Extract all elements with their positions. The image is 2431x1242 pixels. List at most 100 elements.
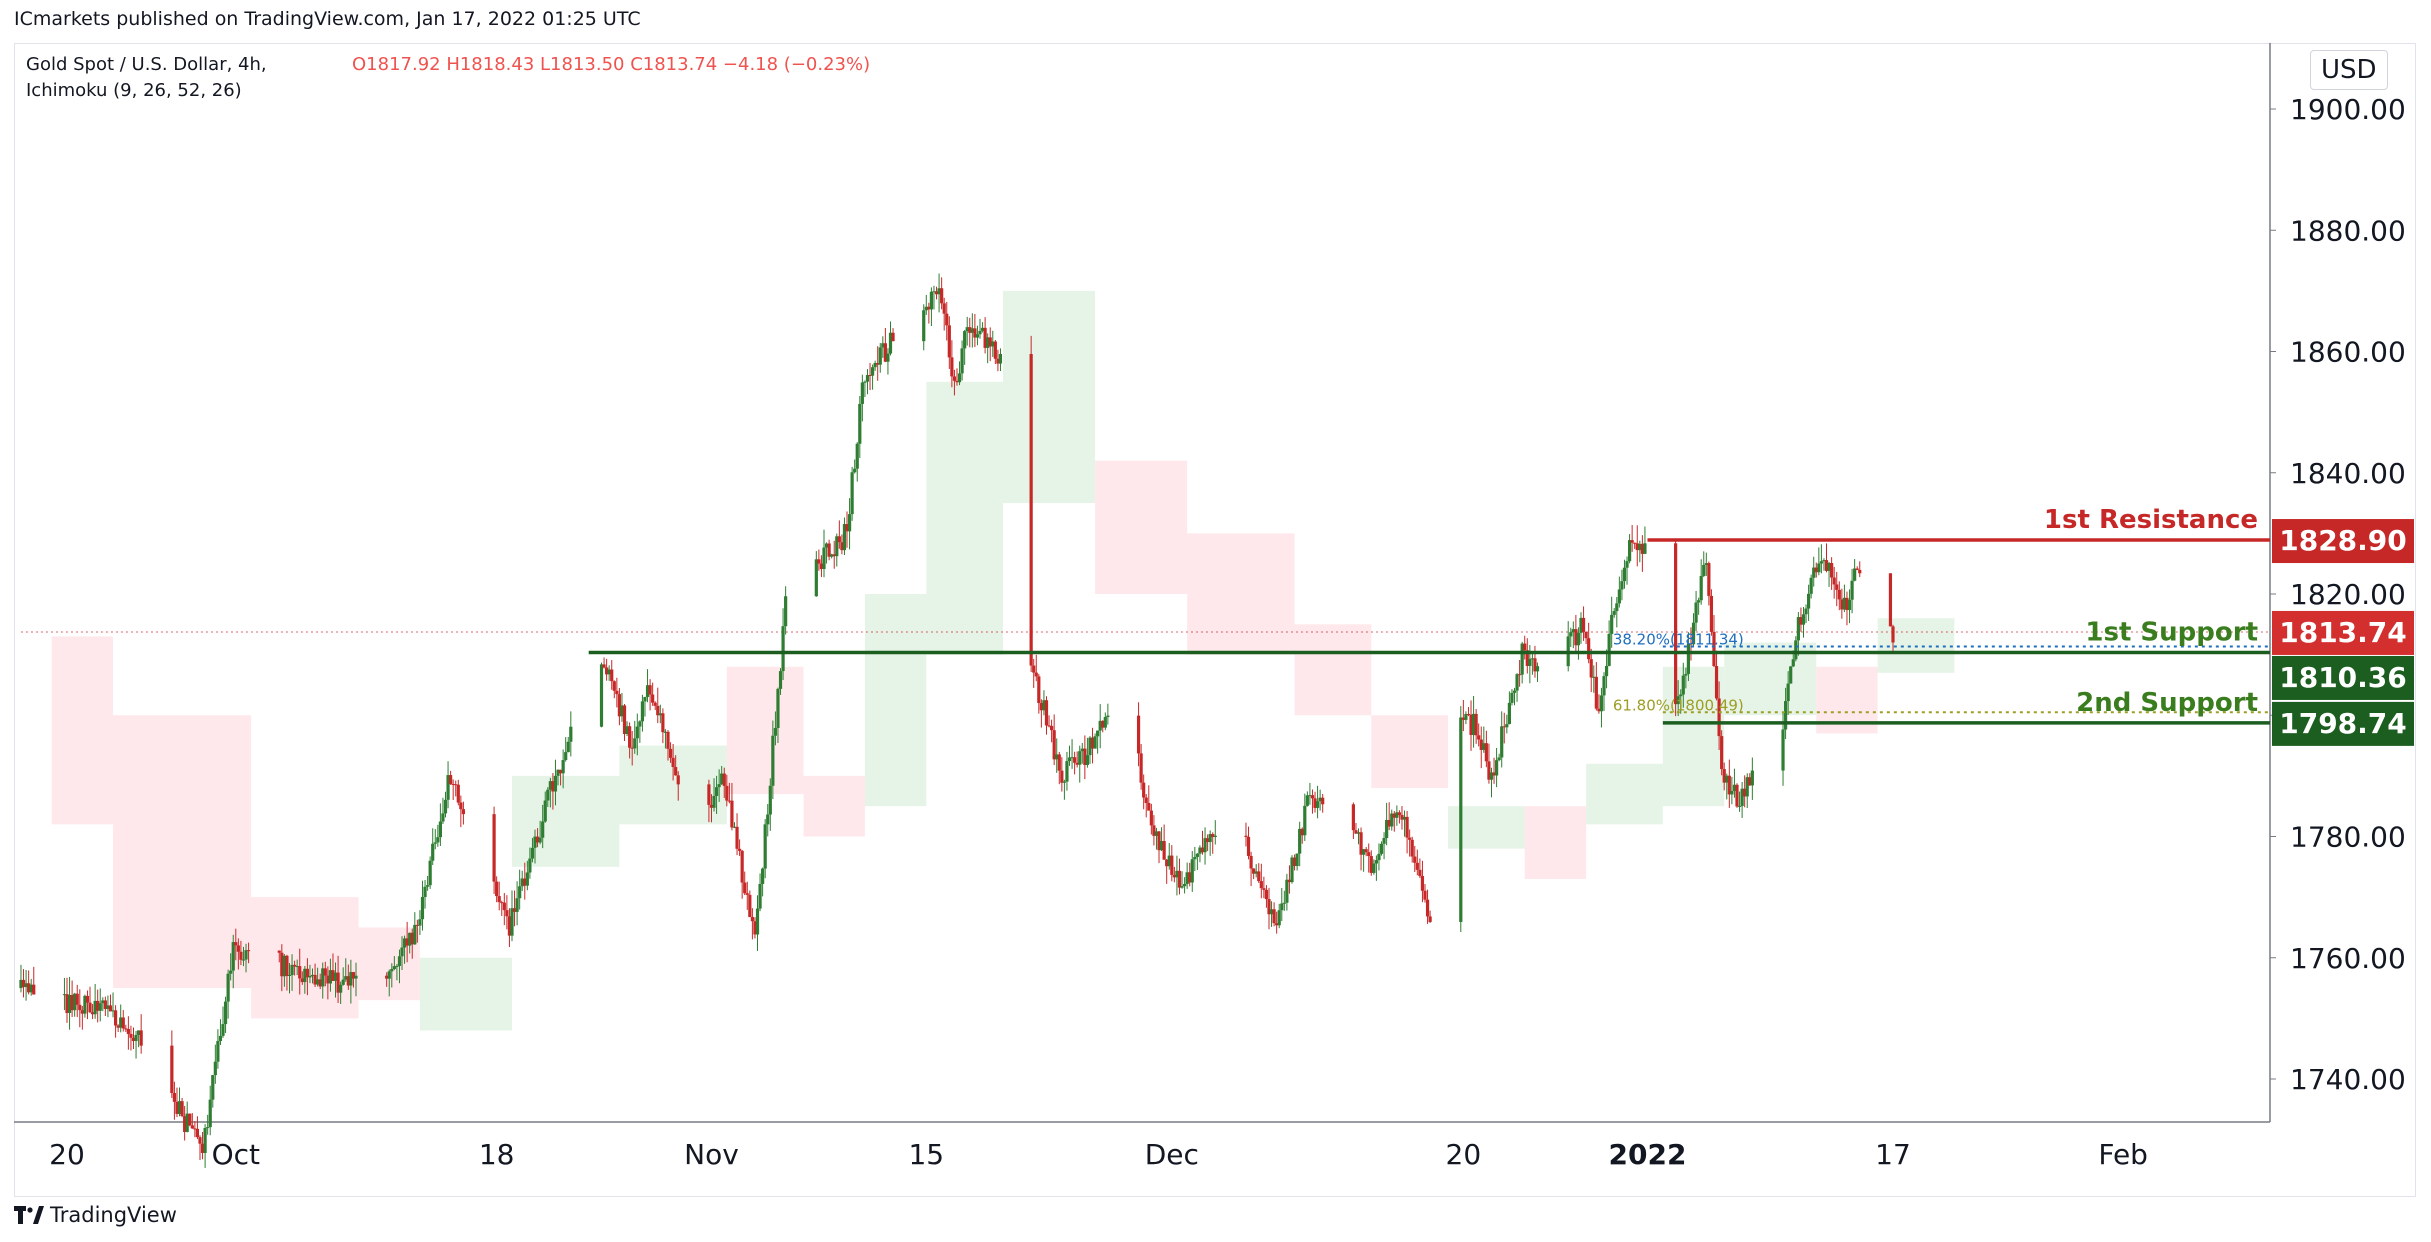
- resistance-price-badge: 1828.90: [2272, 519, 2414, 564]
- candle-391: [1385, 802, 1389, 846]
- candle-288: [1037, 673, 1041, 714]
- candle-386: [1372, 859, 1376, 875]
- candle-23: [106, 995, 110, 1018]
- candle-45: [190, 1113, 194, 1129]
- fibonacci-layer: 38.20%(1811.34) 61.80%(1800.49): [1613, 631, 2270, 714]
- candle-485: [1709, 589, 1714, 636]
- tradingview-logo-icon: [14, 1206, 44, 1224]
- cloud-segment-7: [726, 666, 804, 795]
- candle-200: [727, 782, 731, 804]
- candle-329: [1170, 845, 1174, 882]
- candle-52: [208, 1085, 212, 1136]
- candle-19: [96, 989, 100, 1023]
- candle-252: [888, 321, 893, 356]
- candle-532: [1858, 561, 1862, 578]
- brand-name: TradingView: [50, 1203, 177, 1227]
- level-name-0: 1st Resistance: [2044, 505, 2258, 535]
- candle-500: [1748, 773, 1752, 786]
- candle-196: [717, 769, 721, 802]
- candle-301: [1070, 739, 1074, 769]
- candle-217: [771, 720, 775, 800]
- candle-132: [497, 881, 501, 911]
- candle-350: [1252, 868, 1256, 880]
- candle-315: [1106, 703, 1110, 725]
- candle-516: [1817, 547, 1821, 576]
- candle-148: [538, 820, 542, 845]
- candle-333: [1180, 871, 1184, 889]
- candle-264: [947, 316, 951, 369]
- candle-517: [1819, 544, 1823, 574]
- candle-405: [1420, 860, 1425, 903]
- candle-316: [1136, 702, 1141, 767]
- candle-160: [569, 711, 573, 757]
- candle-488: [1717, 681, 1721, 751]
- candle-515: [1814, 562, 1818, 578]
- candle-146: [533, 829, 537, 864]
- candle-469: [1640, 535, 1644, 572]
- candle-468: [1638, 540, 1642, 563]
- candle-473: [1679, 689, 1683, 714]
- candle-300: [1067, 745, 1072, 766]
- candle-423: [1494, 747, 1499, 788]
- legend-indicator[interactable]: Ichimoku (9, 26, 52, 26): [26, 80, 242, 101]
- candle-395: [1395, 805, 1399, 826]
- candle-347: [1244, 822, 1248, 847]
- candle-446: [1581, 606, 1586, 641]
- candle-484: [1707, 561, 1711, 606]
- candle-20: [98, 988, 102, 1022]
- candle-277: [980, 322, 985, 333]
- cloud-segment-14: [1294, 624, 1372, 716]
- candle-166: [612, 680, 616, 699]
- candle-42: [183, 1106, 187, 1141]
- candle-193: [709, 794, 714, 823]
- candle-95: [346, 964, 350, 990]
- x-tick-label-1: Oct: [212, 1138, 260, 1171]
- candle-458: [1612, 608, 1616, 618]
- candle-467: [1635, 525, 1639, 567]
- candle-372: [1308, 782, 1312, 805]
- candle-35: [137, 1030, 141, 1048]
- candle-112: [418, 910, 422, 935]
- candle-75: [295, 959, 299, 976]
- candle-525: [1840, 588, 1844, 619]
- candle-125: [451, 779, 455, 800]
- candle-229: [830, 553, 834, 559]
- currency-selector[interactable]: USD: [2310, 50, 2388, 90]
- candle-361: [1280, 887, 1284, 922]
- candle-51: [206, 1114, 210, 1135]
- legend-ohlc: O1817.92 H1818.43 L1813.50 C1813.74 −4.1…: [352, 54, 871, 75]
- candle-477: [1689, 627, 1693, 661]
- candle-149: [541, 804, 545, 849]
- candle-240: [858, 395, 862, 459]
- candle-96: [349, 959, 353, 1004]
- candle-195: [714, 775, 719, 814]
- candle-87: [326, 966, 330, 1000]
- candle-127: [456, 779, 460, 806]
- level-name-1: 1st Support: [2085, 617, 2258, 647]
- candle-322: [1152, 815, 1156, 846]
- tradingview-brand[interactable]: TradingView: [14, 1203, 177, 1227]
- candle-418: [1482, 726, 1486, 753]
- candle-118: [433, 829, 437, 850]
- candle-531: [1855, 566, 1859, 571]
- y-tick-label-5: 1840.00: [2290, 457, 2406, 490]
- candle-138: [512, 890, 517, 927]
- chart-frame[interactable]: [14, 43, 2416, 1197]
- candle-327: [1165, 858, 1169, 884]
- candle-454: [1602, 672, 1606, 712]
- candle-99: [385, 972, 389, 987]
- candle-503: [1783, 687, 1788, 740]
- candle-389: [1379, 841, 1384, 856]
- candle-420: [1487, 743, 1491, 784]
- candle-492: [1727, 759, 1731, 808]
- candle-1: [21, 969, 26, 998]
- candle-417: [1479, 726, 1483, 769]
- cloud-segment-5: [511, 775, 620, 867]
- candle-392: [1387, 802, 1391, 831]
- candle-59: [226, 969, 230, 1019]
- candle-7: [65, 977, 69, 1023]
- candle-422: [1492, 757, 1496, 784]
- candle-271: [965, 316, 969, 346]
- candle-165: [610, 660, 614, 690]
